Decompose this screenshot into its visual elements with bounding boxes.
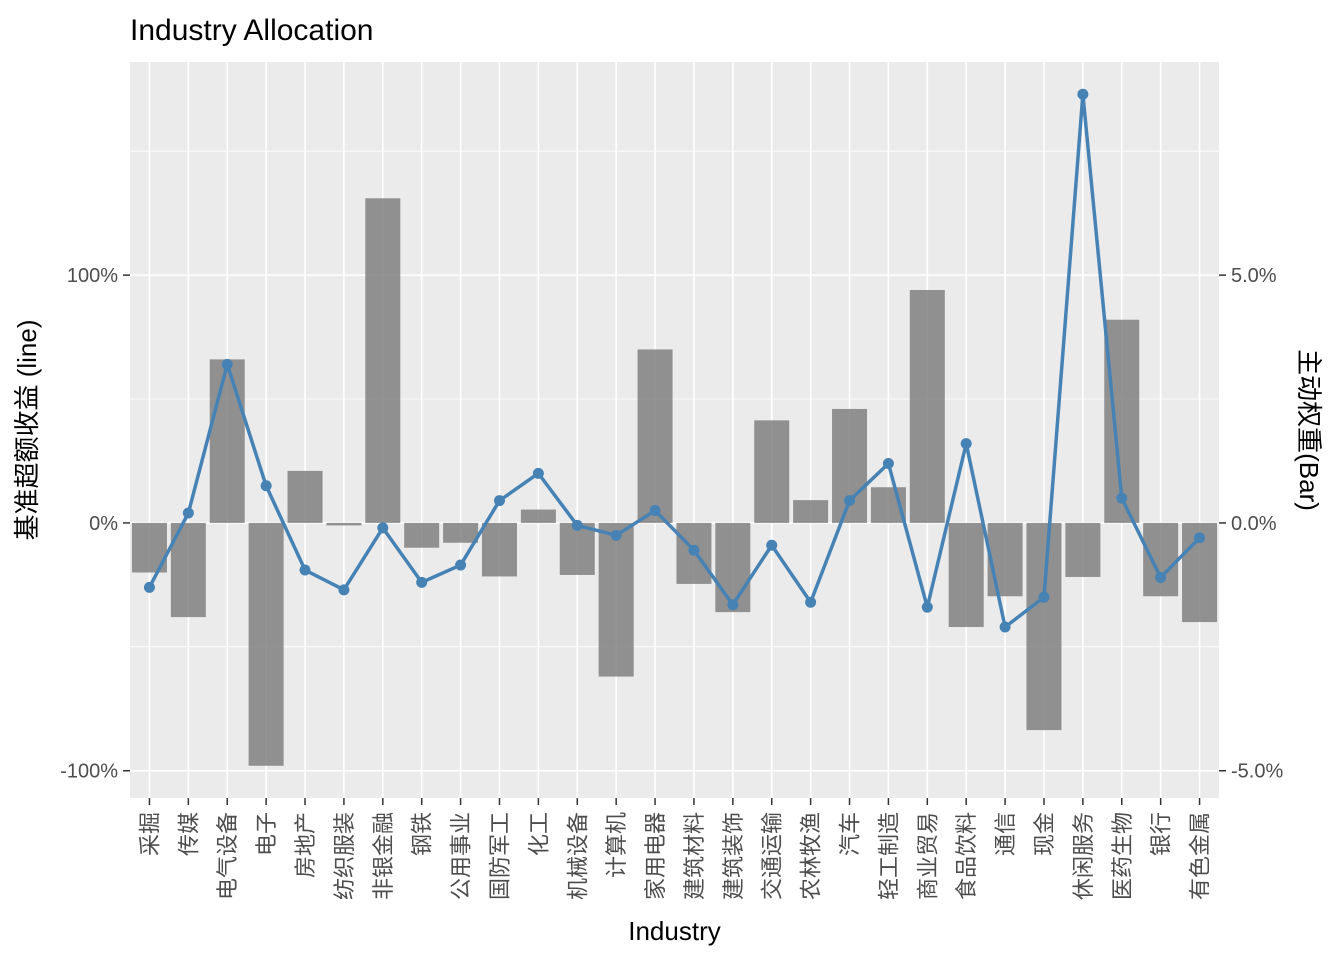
x-tick-label: 银行 bbox=[1150, 812, 1175, 856]
bar-24 bbox=[1026, 522, 1062, 731]
x-tick-label: 现金 bbox=[1033, 812, 1058, 856]
line-point-15 bbox=[688, 544, 700, 556]
x-tick-label: 食品饮料 bbox=[955, 812, 980, 900]
bar-4 bbox=[248, 522, 284, 766]
chart-title: Industry Allocation bbox=[130, 14, 373, 47]
line-point-7 bbox=[377, 522, 389, 534]
bar-18 bbox=[793, 500, 829, 523]
x-tick-label: 建筑材料 bbox=[683, 812, 708, 900]
bar-16 bbox=[715, 522, 751, 613]
x-tick-label: 家用电器 bbox=[644, 812, 669, 900]
y-right-tick-label: -5.0% bbox=[1231, 761, 1283, 783]
line-point-6 bbox=[338, 584, 350, 596]
x-tick-label: 医药生物 bbox=[1111, 812, 1136, 900]
bar-25 bbox=[1065, 522, 1101, 577]
x-tick-label: 采掘 bbox=[138, 812, 163, 856]
x-tick-label: 公用事业 bbox=[450, 812, 475, 900]
bar-3 bbox=[209, 359, 245, 523]
line-point-13 bbox=[610, 529, 622, 541]
bar-series bbox=[131, 198, 1218, 766]
bar-13 bbox=[598, 522, 634, 677]
x-tick-label: 休闲服务 bbox=[1072, 812, 1097, 900]
y-right-tick-label: 5.0% bbox=[1231, 265, 1277, 287]
line-point-16 bbox=[727, 599, 739, 611]
y-right-axis-title: 主动权重(Bar) bbox=[1294, 349, 1324, 511]
x-tick-label: 有色金属 bbox=[1189, 812, 1214, 900]
line-point-27 bbox=[1155, 571, 1167, 583]
line-point-19 bbox=[844, 495, 856, 507]
bar-5 bbox=[287, 470, 323, 523]
x-tick-label: 轻工制造 bbox=[877, 812, 902, 900]
x-tick-label: 钢铁 bbox=[411, 812, 436, 856]
y-right-axis: -5.0% 0.0% 5.0% bbox=[1219, 265, 1283, 783]
x-axis-title: Industry bbox=[628, 916, 721, 946]
line-point-3 bbox=[221, 358, 233, 370]
x-tick-label: 电气设备 bbox=[216, 812, 241, 900]
line-point-20 bbox=[882, 457, 894, 469]
x-tick-label: 传媒 bbox=[177, 812, 202, 856]
bar-11 bbox=[520, 509, 556, 523]
x-tick-label: 房地产 bbox=[294, 812, 319, 878]
line-point-2 bbox=[182, 507, 194, 519]
line-point-23 bbox=[999, 621, 1011, 633]
line-path bbox=[147, 92, 1201, 629]
line-point-11 bbox=[532, 467, 544, 479]
line-points bbox=[143, 88, 1206, 633]
y-left-tick-label: -100% bbox=[60, 761, 118, 783]
line-point-9 bbox=[455, 559, 467, 571]
line-point-25 bbox=[1077, 88, 1089, 100]
bar-27 bbox=[1143, 522, 1179, 597]
x-tick-label: 非银金融 bbox=[372, 812, 397, 900]
x-tick-label: 电子 bbox=[255, 812, 280, 856]
line-point-5 bbox=[299, 564, 311, 576]
line-point-24 bbox=[1038, 591, 1050, 603]
x-tick-label: 计算机 bbox=[605, 812, 630, 878]
line-point-12 bbox=[571, 519, 583, 531]
line-point-26 bbox=[1116, 492, 1128, 504]
line-point-22 bbox=[960, 438, 972, 450]
x-tick-label: 机械设备 bbox=[566, 812, 591, 900]
x-tick-label: 纺织服装 bbox=[333, 812, 358, 900]
bar-23 bbox=[987, 522, 1023, 597]
line-point-14 bbox=[649, 505, 661, 517]
x-tick-label: 建筑装饰 bbox=[722, 812, 747, 900]
bar-22 bbox=[948, 522, 984, 628]
line-point-10 bbox=[493, 495, 505, 507]
y-left-tick-label: 100% bbox=[67, 265, 118, 287]
bar-7 bbox=[365, 198, 401, 523]
x-tick-label: 农林牧渔 bbox=[800, 812, 825, 900]
x-axis: 采掘 传媒 电气设备 电子 房地产 纺织服装 非银金融 钢铁 公用事业 国防军工 化工 机械设备 计算机… bbox=[138, 798, 1214, 900]
line-point-28 bbox=[1194, 532, 1206, 544]
bar-12 bbox=[559, 522, 595, 575]
y-left-axis: -100% 0% 100% bbox=[60, 265, 130, 783]
line-point-21 bbox=[921, 601, 933, 613]
bar-21 bbox=[909, 289, 945, 523]
bar-6 bbox=[326, 522, 362, 526]
x-tick-label: 化工 bbox=[527, 812, 552, 856]
line-point-18 bbox=[805, 596, 817, 608]
y-left-axis-title: 基准超额收益 (line) bbox=[12, 319, 42, 540]
y-left-tick-label: 0% bbox=[89, 513, 118, 535]
x-tick-label: 交通运输 bbox=[761, 812, 786, 900]
line-series bbox=[147, 92, 1201, 629]
x-tick-label: 汽车 bbox=[839, 812, 864, 856]
bar-8 bbox=[404, 522, 440, 548]
line-point-4 bbox=[260, 480, 272, 492]
y-right-tick-label: 0.0% bbox=[1231, 513, 1277, 535]
x-tick-label: 商业贸易 bbox=[916, 812, 941, 900]
bar-10 bbox=[481, 522, 517, 577]
x-tick-label: 国防军工 bbox=[488, 812, 513, 900]
x-tick-label: 通信 bbox=[994, 812, 1019, 856]
bar-9 bbox=[443, 522, 479, 543]
bar-17 bbox=[754, 420, 790, 523]
grid-major bbox=[130, 62, 1219, 798]
line-point-8 bbox=[416, 576, 428, 588]
line-point-1 bbox=[143, 581, 155, 593]
line-point-17 bbox=[766, 539, 778, 551]
bar-14 bbox=[637, 349, 673, 523]
